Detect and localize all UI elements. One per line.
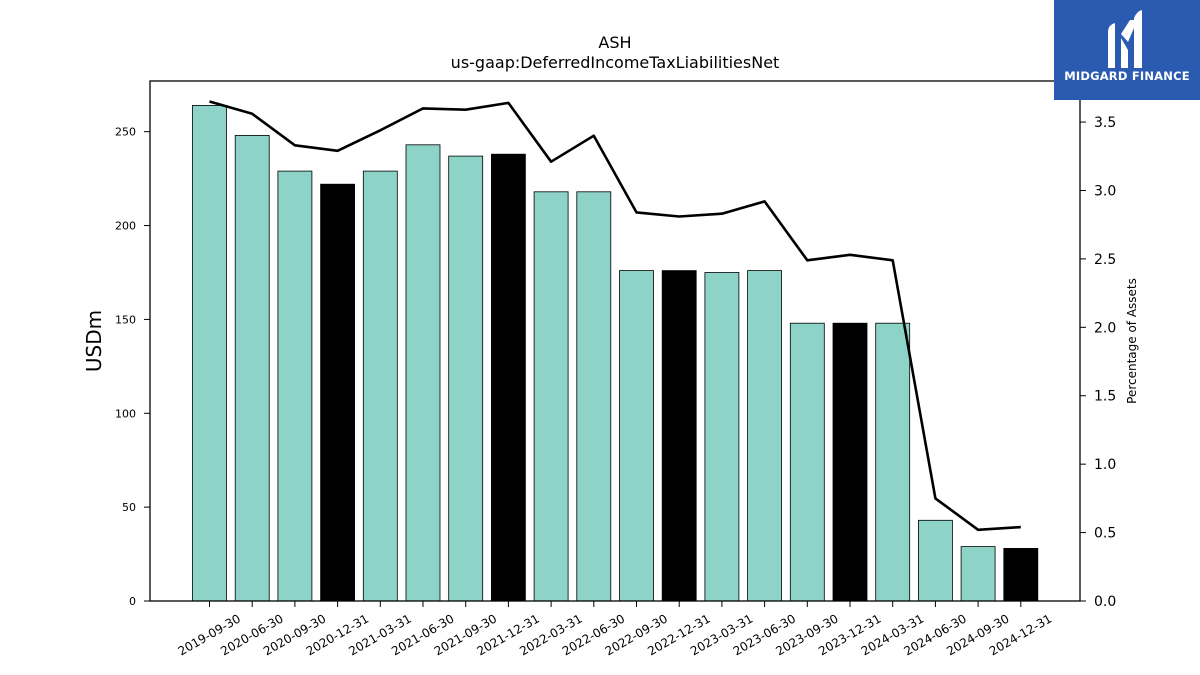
bar-2020-09-30: [277, 170, 313, 602]
logo-text: MIDGARD FINANCE: [1064, 69, 1190, 83]
y2-axis: 0.0 0.5 1.0 1.5 2.0 2.5 3.0 3.5: [1080, 115, 1116, 610]
bar-2022-06-30: [576, 191, 612, 602]
y-axis-label: USDm: [82, 310, 106, 372]
y-axis: 0 50 100 150 200 250: [115, 126, 150, 608]
y2-tick-label: 1.5: [1094, 389, 1116, 405]
plot-frame: [149, 80, 1081, 602]
bar-2024-06-30: [918, 519, 953, 602]
logo-badge: MIDGARD FINANCE: [1054, 0, 1200, 100]
y-tick-label: 150: [115, 313, 136, 326]
y2-tick-label: 0.0: [1094, 594, 1116, 610]
percentage-of-assets-line: [209, 100, 1021, 532]
bar-2023-03-31: [704, 272, 740, 602]
y-tick-label: 250: [115, 126, 136, 139]
line-layer: [209, 100, 1021, 532]
bar-2023-06-30: [747, 270, 782, 602]
bar-2024-09-30: [960, 546, 996, 602]
y2-tick-label: 3.5: [1094, 115, 1116, 131]
bar-2019-09-30: [192, 105, 227, 602]
bar-2022-03-31: [533, 191, 569, 602]
midgard-m-logo-icon: [1108, 10, 1142, 68]
bar-2022-12-31: [661, 270, 697, 602]
bar-2024-12-31: [1003, 548, 1039, 602]
x-axis: 2019-09-302020-06-302020-09-302020-12-31…: [176, 601, 1054, 658]
y-tick-label: 50: [122, 501, 136, 514]
bars-layer: [192, 105, 1039, 602]
bar-2020-12-31: [320, 183, 356, 602]
chart-title: ASH: [598, 33, 631, 52]
bar-2023-09-30: [789, 322, 825, 602]
y2-tick-label: 0.5: [1094, 526, 1116, 542]
chart-subtitle: us-gaap:DeferredIncomeTaxLiabilitiesNet: [451, 53, 780, 72]
y2-tick-label: 2.5: [1094, 252, 1116, 268]
y-tick-label: 100: [115, 407, 136, 420]
bar-2021-09-30: [448, 155, 484, 602]
bar-2021-12-31: [490, 153, 526, 602]
y2-tick-label: 2.0: [1094, 320, 1116, 336]
y2-axis-label: Percentage of Assets: [1125, 278, 1139, 404]
bar-2023-12-31: [832, 322, 868, 602]
bar-2021-03-31: [362, 170, 398, 602]
bar-2024-03-31: [875, 322, 911, 602]
bar-2022-09-30: [619, 270, 654, 602]
y-tick-label: 200: [115, 220, 136, 233]
bar-2020-06-30: [234, 134, 270, 602]
y-tick-label: 0: [129, 595, 136, 608]
y2-tick-label: 3.0: [1094, 183, 1116, 199]
bar-2021-06-30: [405, 144, 441, 602]
y2-tick-label: 1.0: [1094, 457, 1116, 473]
